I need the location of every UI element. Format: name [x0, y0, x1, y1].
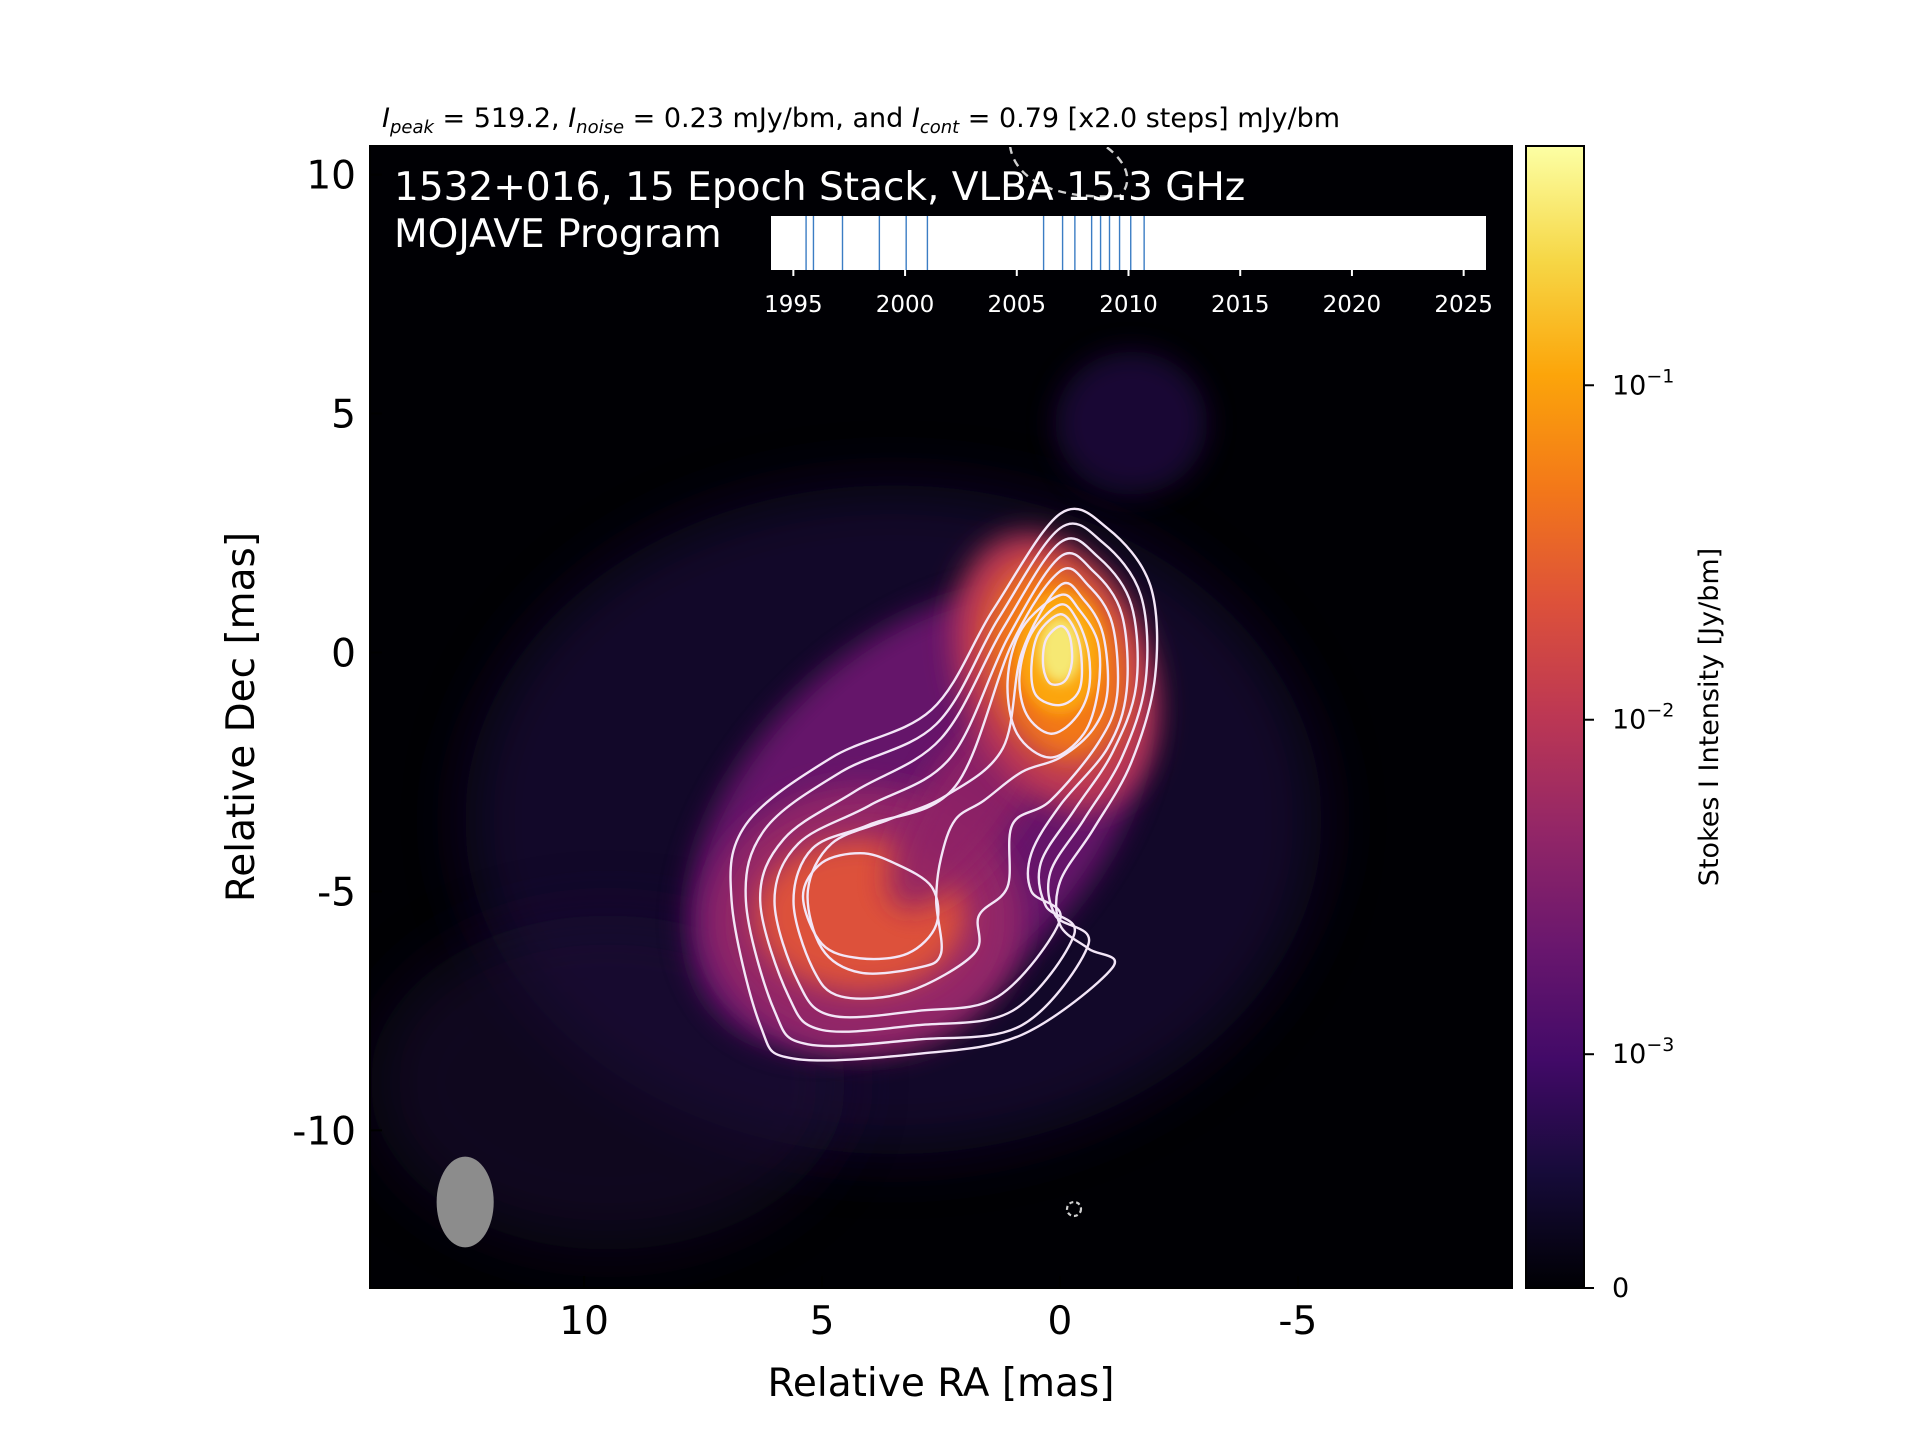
timeline-tick-label: 2000 [876, 292, 935, 318]
timeline-box [771, 216, 1486, 270]
epoch-lines [805, 216, 1145, 270]
timeline-tick-label: 2025 [1434, 292, 1493, 318]
contour-line-6 [806, 581, 1110, 975]
colorbar-tick-label: 10−2 [1612, 700, 1674, 736]
x-tick-label: 5 [810, 1299, 835, 1344]
overlay-title-line2: MOJAVE Program [394, 212, 722, 257]
contour-line-7 [1006, 593, 1102, 759]
colorbar-tick-label: 10−3 [1612, 1034, 1674, 1070]
colorbar-ticks: 0 10−3 10−2 10−1 [1584, 365, 1674, 1304]
overlay-title-line1: 1532+016, 15 Epoch Stack, VLBA 15.3 GHz [394, 165, 1245, 210]
dashed-artifact-small [1065, 1200, 1083, 1218]
x-tick-label: 10 [559, 1299, 609, 1344]
plot-area: 1532+016, 15 Epoch Stack, VLBA 15.3 GHz … [292, 145, 1513, 1344]
emission-map [370, 351, 1322, 1250]
contour-line-10 [1041, 624, 1074, 686]
colorbar-tick-label: 10−1 [1612, 365, 1674, 401]
dashed-artifacts [1008, 146, 1129, 1218]
timeline-tick-label: 2015 [1211, 292, 1270, 318]
y-axis-ticks: 10 5 0 -5 -10 [292, 154, 382, 1154]
colorbar-label: Stokes I Intensity [Jy/bm] [1694, 548, 1725, 886]
y-tick-label: 5 [331, 393, 356, 438]
timeline-tick-label: 2020 [1323, 292, 1382, 318]
plot-frame [369, 145, 1513, 1289]
contour-line-3 [758, 537, 1139, 1033]
timeline-tick-label: 1995 [764, 292, 823, 318]
timeline-tick-label: 2005 [988, 292, 1047, 318]
dashed-artifact-top [1008, 146, 1129, 198]
contour-lines [729, 507, 1159, 1062]
beam-ellipse [436, 1156, 494, 1248]
contour-line-1 [729, 507, 1159, 1062]
colorbar-gradient [1525, 145, 1585, 1289]
figure-title: Ipeak = 519.2, Inoise = 0.23 mJy/bm, and… [382, 103, 1340, 138]
y-tick-label: -10 [292, 1109, 356, 1154]
y-tick-label: 10 [306, 154, 356, 199]
contour-line-5 [792, 567, 1120, 1000]
diffuse-halo-3 [1055, 351, 1208, 495]
contour-line-8 [1018, 603, 1092, 735]
contour-line-11 [801, 852, 940, 961]
epoch-timeline: 1995 2000 2005 2010 2015 2020 2025 [764, 216, 1493, 318]
colorbar-tick-label: 0 [1612, 1273, 1629, 1304]
y-axis-label: Relative Dec [mas] [219, 532, 264, 902]
timeline-ticks: 1995 2000 2005 2010 2015 2020 2025 [764, 270, 1493, 318]
contour-line-4 [773, 551, 1129, 1019]
x-axis-ticks: 10 5 0 -5 [559, 1276, 1317, 1344]
x-axis-label: Relative RA [mas] [768, 1361, 1115, 1406]
y-tick-label: 0 [331, 631, 356, 676]
contour-line-2 [744, 522, 1149, 1048]
x-tick-label: -5 [1278, 1299, 1317, 1344]
timeline-tick-label: 2010 [1099, 292, 1158, 318]
y-tick-label: -5 [317, 870, 356, 915]
contour-line-9 [1030, 613, 1084, 707]
x-tick-label: 0 [1048, 1299, 1073, 1344]
colorbar: 0 10−3 10−2 10−1 Stokes I Intensity [Jy/bm] [1525, 145, 1725, 1304]
